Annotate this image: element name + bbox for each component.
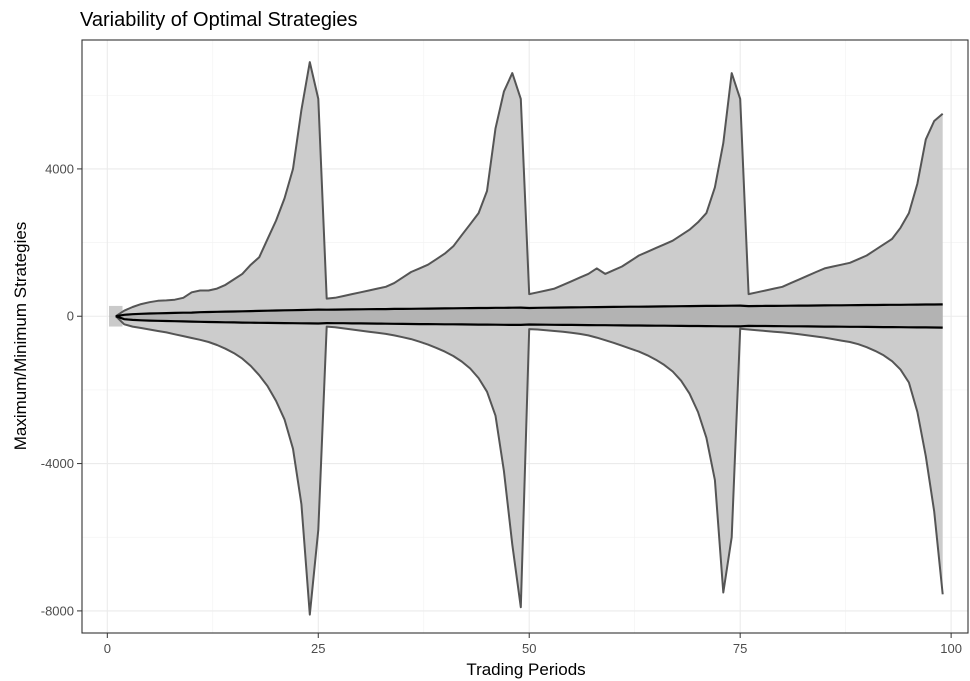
y-tick-label: -8000 <box>41 603 74 618</box>
y-tick-label: -4000 <box>41 456 74 471</box>
x-tick-label: 0 <box>104 641 111 656</box>
x-axis-title: Trading Periods <box>466 660 585 679</box>
initial-range-box <box>109 305 123 327</box>
x-tick-label: 75 <box>733 641 747 656</box>
inner-lower-line <box>115 315 943 329</box>
x-tick-label: 50 <box>522 641 536 656</box>
x-tick-label: 100 <box>940 641 962 656</box>
chart-title: Variability of Optimal Strategies <box>80 9 358 31</box>
plot-panel: 0 25 50 75 100 4000 0 -4000 -8000 <box>41 39 969 656</box>
upper-bound-line <box>115 61 944 318</box>
lower-bound-line <box>115 315 944 616</box>
panel-border <box>81 39 969 634</box>
inner-upper-line <box>115 303 943 318</box>
y-tick-label: 4000 <box>45 161 74 176</box>
y-axis-title: Maximum/Minimum Strategies <box>11 222 30 451</box>
x-tick-label: 25 <box>311 641 325 656</box>
y-tick-label: 0 <box>67 309 74 324</box>
